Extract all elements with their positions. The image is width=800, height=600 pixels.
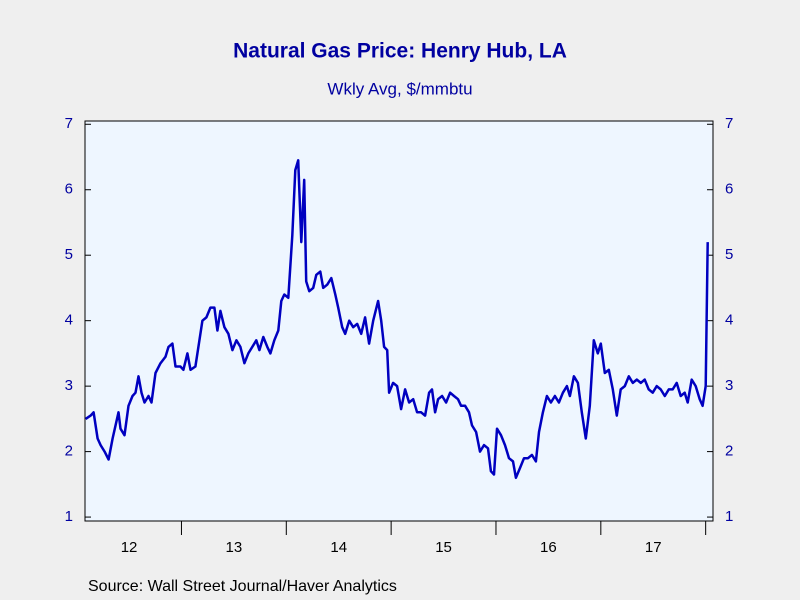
x-tick-label: 12: [121, 539, 138, 556]
x-tick-label: 16: [540, 539, 557, 556]
chart-subtitle: Wkly Avg, $/mmbtu: [327, 79, 472, 98]
x-tick-label: 17: [645, 539, 662, 556]
y-tick-label: 2: [65, 443, 73, 460]
y-tick-label: 1: [65, 508, 73, 525]
plot-area: [84, 120, 714, 522]
y2-tick-label: 7: [725, 115, 733, 132]
y-tick-label: 3: [65, 377, 73, 394]
y2-tick-label: 6: [725, 181, 733, 198]
y2-tick-label: 5: [725, 246, 733, 263]
y2-tick-label: 4: [725, 312, 733, 329]
x-tick-label: 13: [226, 539, 243, 556]
y2-tick-label: 3: [725, 377, 733, 394]
y-tick-label: 7: [65, 115, 73, 132]
y2-tick-label: 1: [725, 508, 733, 525]
y-tick-label: 5: [65, 246, 73, 263]
source: Source: Wall Street Journal/Haver Analyt…: [88, 578, 397, 595]
chart-title: Natural Gas Price: Henry Hub, LA: [233, 40, 567, 63]
x-tick-label: 14: [330, 539, 347, 556]
series-line: [84, 159, 709, 480]
y-tick-label: 6: [65, 181, 73, 198]
y-tick-label: 4: [65, 312, 73, 329]
x-tick-label: 15: [435, 539, 452, 556]
y2-tick-label: 2: [725, 443, 733, 460]
